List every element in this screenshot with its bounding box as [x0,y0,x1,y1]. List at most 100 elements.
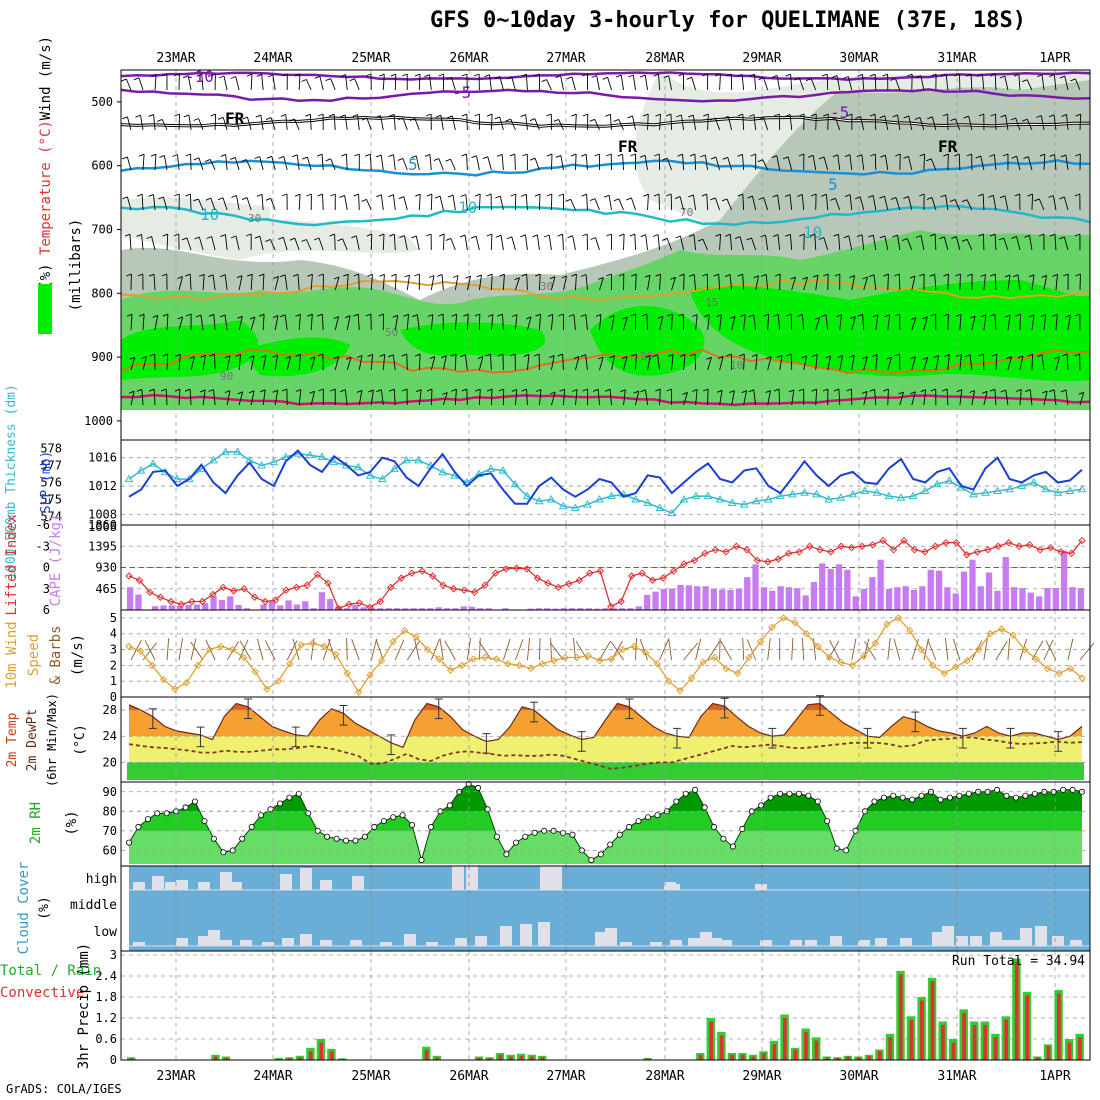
wind-barb [958,154,961,171]
li-point [303,581,311,589]
thickness-point [872,488,882,496]
cape-bar [844,569,851,610]
wind-barb-flag [582,113,588,117]
wind-speed-point [756,637,765,646]
wind-barb-flag [219,314,226,318]
wind-barb [969,354,973,371]
cape-tick-label: 930 [95,561,117,575]
wind-barb-flag [307,273,313,277]
wind-barb [510,118,516,131]
wind-barb [1031,274,1035,291]
wind-barb-flag [367,273,373,277]
wind-barb-flag [657,315,663,319]
wind-barb-flag [886,356,892,360]
wind-barb-flag [750,153,756,157]
rh2-point [286,794,293,801]
wind-barb [126,116,132,131]
wind-barb [487,156,492,171]
wind-barb-flag [943,273,949,277]
wind-barb-flag [633,390,639,394]
wind-barb-flag [1063,273,1069,277]
run-total-label: Run Total = 34.94 [952,954,1085,969]
wind-barb-flag [340,389,346,393]
thickness-point [365,471,375,479]
cape-bar [977,586,984,610]
li-point [1046,543,1055,552]
wind-barb [618,119,624,131]
wind-barb-flag [313,237,320,241]
li-point [690,556,699,565]
precip-total-bar [274,1057,283,1060]
wind-barb-flag [1048,114,1055,118]
wind-barb [791,276,796,291]
wind-barb-flag [220,234,226,238]
wind-barb [1031,354,1034,371]
wind-barb-flag [825,355,831,359]
thickness-point [402,455,411,464]
cloud-low-bar [760,940,772,946]
wind-barb [490,114,493,131]
wind-barb-flag [439,233,445,237]
cloud-low-bar [300,934,312,946]
wind-barb-flag [1078,391,1084,395]
li-point [701,549,709,558]
wind-barb [382,74,385,91]
wind-barb-flag [734,236,741,240]
cape-bar [160,605,167,610]
wind-barb-10m [238,639,249,661]
thickness-tick-label: 575 [40,493,62,507]
thickness-point [824,495,834,503]
wind-barb [1029,235,1033,251]
wind-barb-flag [397,117,404,121]
wind-barb-flag [855,196,861,200]
wind-barb-flag [141,356,147,359]
wind-barb [270,117,276,131]
wind-barb [223,75,228,91]
rh2-point [248,823,255,830]
wind-barb [342,238,348,251]
wind-barb-flag [811,388,817,392]
wind-speed-point [481,653,489,662]
date-label-bottom: 31MAR [937,1069,976,1084]
wind-barb [742,154,745,171]
wind-barb-flag [345,356,352,360]
wind-speed-point [825,653,834,662]
wind-barb [635,354,637,371]
wind-barb [646,314,648,331]
rh2-tick-label: 80 [103,804,117,818]
wind-barb [714,117,721,131]
wind-barb-flag [620,389,626,393]
wind-barb-flag [411,155,417,159]
wind-barb-flag [978,233,984,237]
wind-barb-flag [653,193,660,197]
wind-barb-flag [603,194,610,198]
wind-barb [355,235,360,251]
wind-barb [334,276,340,291]
wind-barb [454,275,459,291]
li-point [826,548,835,556]
wind-barb-flag [220,274,226,278]
wind-barb-flag [210,113,216,117]
wind-barb [548,234,552,251]
thickness-point [920,486,930,494]
wind-barb [442,355,447,371]
cape-bar [385,608,392,610]
wind-barb [298,389,302,406]
wind-barb [923,316,928,331]
wind-speed-point [940,669,948,677]
wind-barb-flag [1004,274,1011,278]
wind-barb-flag [944,353,950,357]
cape-bar [235,605,242,610]
wind-barb-flag [317,313,323,317]
wind-barb [357,114,360,131]
rh2-point [220,849,227,856]
wind-barb-flag [929,233,936,237]
wind-barb-flag [1036,74,1043,78]
thickness-point [329,457,339,466]
wind-barb-flag [616,74,622,78]
cloud-low-bar [240,940,252,946]
wind-barb [250,74,253,91]
wind-ylabel-3: & Barbs [48,625,64,684]
wind-barb [815,317,821,331]
